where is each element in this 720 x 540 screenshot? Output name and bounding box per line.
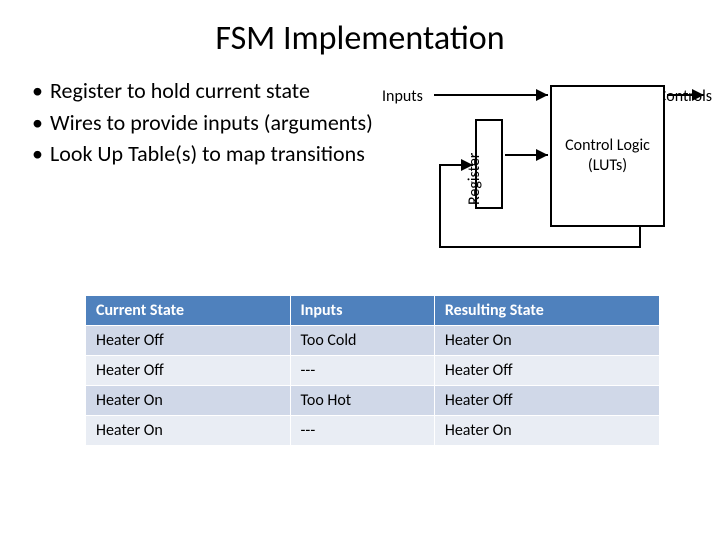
table-cell: Too Cold <box>290 326 434 356</box>
table-cell: Heater On <box>434 416 659 446</box>
table-cell: Heater Off <box>434 356 659 386</box>
table-row: Heater Off Too Cold Heater On <box>86 326 660 356</box>
table-header: Inputs <box>290 296 434 326</box>
transition-table: Current State Inputs Resulting State Hea… <box>85 295 660 446</box>
inputs-label: Inputs <box>382 87 423 106</box>
bullet-list: Register to hold current state Wires to … <box>10 77 380 277</box>
content-row: Register to hold current state Wires to … <box>0 59 720 277</box>
table-header: Resulting State <box>434 296 659 326</box>
controls-label: Controls <box>658 87 712 106</box>
control-logic-label: Control Logic (LUTs) <box>556 136 659 176</box>
table-cell: Too Hot <box>290 386 434 416</box>
table-row: Heater On Too Hot Heater Off <box>86 386 660 416</box>
bullet-item: Look Up Table(s) to map transitions <box>32 140 380 168</box>
table-cell: Heater On <box>434 326 659 356</box>
table-row: Heater Off --- Heater Off <box>86 356 660 386</box>
table-cell: Heater On <box>86 386 291 416</box>
table-cell: --- <box>290 416 434 446</box>
control-logic-box: Control Logic (LUTs) <box>550 85 665 227</box>
register-label: Register <box>465 153 484 205</box>
bullet-item: Wires to provide inputs (arguments) <box>32 109 380 137</box>
table-cell: Heater Off <box>86 326 291 356</box>
page-title: FSM Implementation <box>0 0 720 59</box>
transition-table-wrap: Current State Inputs Resulting State Hea… <box>0 277 720 446</box>
table-header-row: Current State Inputs Resulting State <box>86 296 660 326</box>
table-cell: --- <box>290 356 434 386</box>
table-cell: Heater Off <box>86 356 291 386</box>
bullet-item: Register to hold current state <box>32 77 380 105</box>
fsm-diagram: Inputs Controls Register Control Logic (… <box>380 77 710 277</box>
table-cell: Heater On <box>86 416 291 446</box>
table-header: Current State <box>86 296 291 326</box>
table-cell: Heater Off <box>434 386 659 416</box>
table-row: Heater On --- Heater On <box>86 416 660 446</box>
